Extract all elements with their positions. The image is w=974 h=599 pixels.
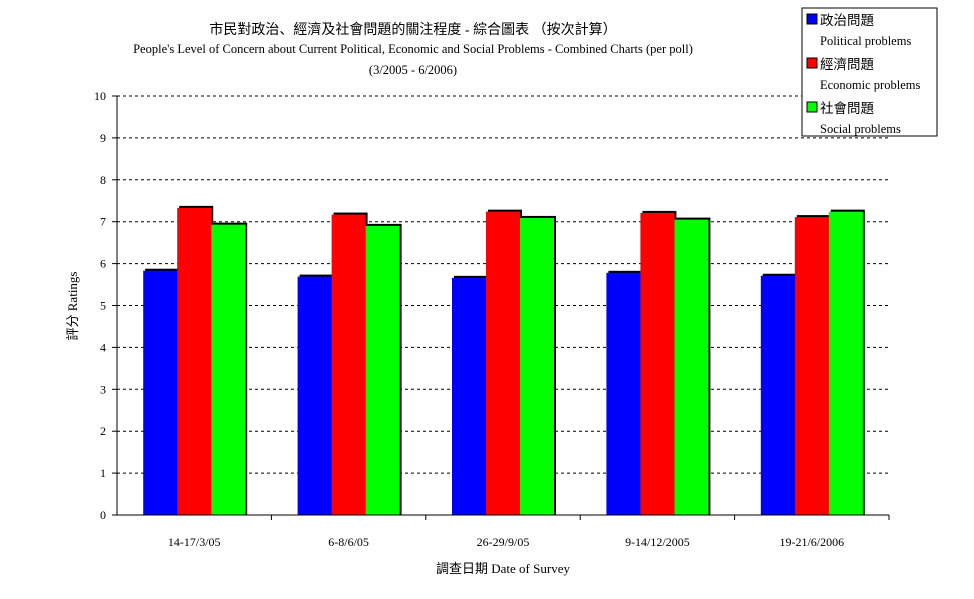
x-tick-label: 9-14/12/2005 — [625, 535, 690, 549]
chart-title: 市民對政治、經濟及社會問題的關注程度 - 綜合圖表 （按次計算） — [209, 21, 616, 38]
bar — [640, 212, 675, 515]
bar — [486, 211, 520, 516]
y-tick-label: 5 — [100, 299, 106, 313]
legend-label: 社會問題 — [820, 101, 874, 116]
y-tick-label: 9 — [100, 131, 106, 145]
bars — [143, 205, 865, 516]
bar — [828, 211, 863, 516]
bar — [606, 272, 641, 515]
legend-label-en: Social problems — [820, 122, 901, 136]
legend-label: 經濟問題 — [820, 57, 874, 72]
bar — [177, 207, 212, 516]
bar — [331, 214, 366, 515]
chart-title-group: 市民對政治、經濟及社會問題的關注程度 - 綜合圖表 （按次計算） People'… — [133, 21, 693, 77]
y-tick-label: 2 — [100, 424, 106, 438]
chart-subtitle: People's Level of Concern about Current … — [133, 42, 693, 56]
legend-swatch — [806, 13, 818, 25]
bar — [452, 277, 486, 515]
legend-label-en: Political problems — [820, 34, 911, 48]
y-tick-label: 3 — [100, 382, 106, 396]
bar — [211, 224, 246, 515]
legend-swatch — [806, 57, 818, 69]
legend-label: 政治問題 — [820, 13, 874, 28]
legend: 政治問題 Political problems 經濟問題 Economic probl… — [801, 7, 938, 137]
x-tick-label: 6-8/6/05 — [328, 535, 369, 549]
bar — [365, 225, 400, 515]
chart-period: (3/2005 - 6/2006) — [369, 63, 457, 77]
y-axis-label: 評分 Ratings — [65, 272, 80, 341]
y-tick-label: 7 — [100, 215, 106, 229]
bar — [520, 217, 554, 515]
y-tick-label: 6 — [100, 257, 106, 271]
y-tick-label: 0 — [100, 508, 106, 522]
legend-swatch — [806, 101, 818, 113]
bar — [760, 275, 795, 515]
bar — [297, 276, 332, 515]
bar — [674, 219, 709, 516]
bar — [794, 217, 829, 515]
x-tick-label: 26-29/9/05 — [477, 535, 530, 549]
y-tick-label: 4 — [100, 340, 106, 354]
legend-box — [801, 7, 938, 137]
y-tick-label: 10 — [94, 89, 106, 103]
legend-label-en: Economic problems — [820, 78, 920, 92]
x-tick-label: 19-21/6/2006 — [779, 535, 844, 549]
tick-labels: 0 1 2 3 4 5 6 7 8 9 10 14-17/3/05 6-8/6/05 26-29/9/05… — [94, 89, 844, 549]
y-tick-label: 1 — [100, 466, 106, 480]
axes — [112, 95, 890, 520]
x-tick-label: 14-17/3/05 — [168, 535, 221, 549]
x-axis-label: 調查日期 Date of Survey — [436, 561, 570, 576]
bar — [143, 270, 178, 515]
y-tick-label: 8 — [100, 173, 106, 187]
